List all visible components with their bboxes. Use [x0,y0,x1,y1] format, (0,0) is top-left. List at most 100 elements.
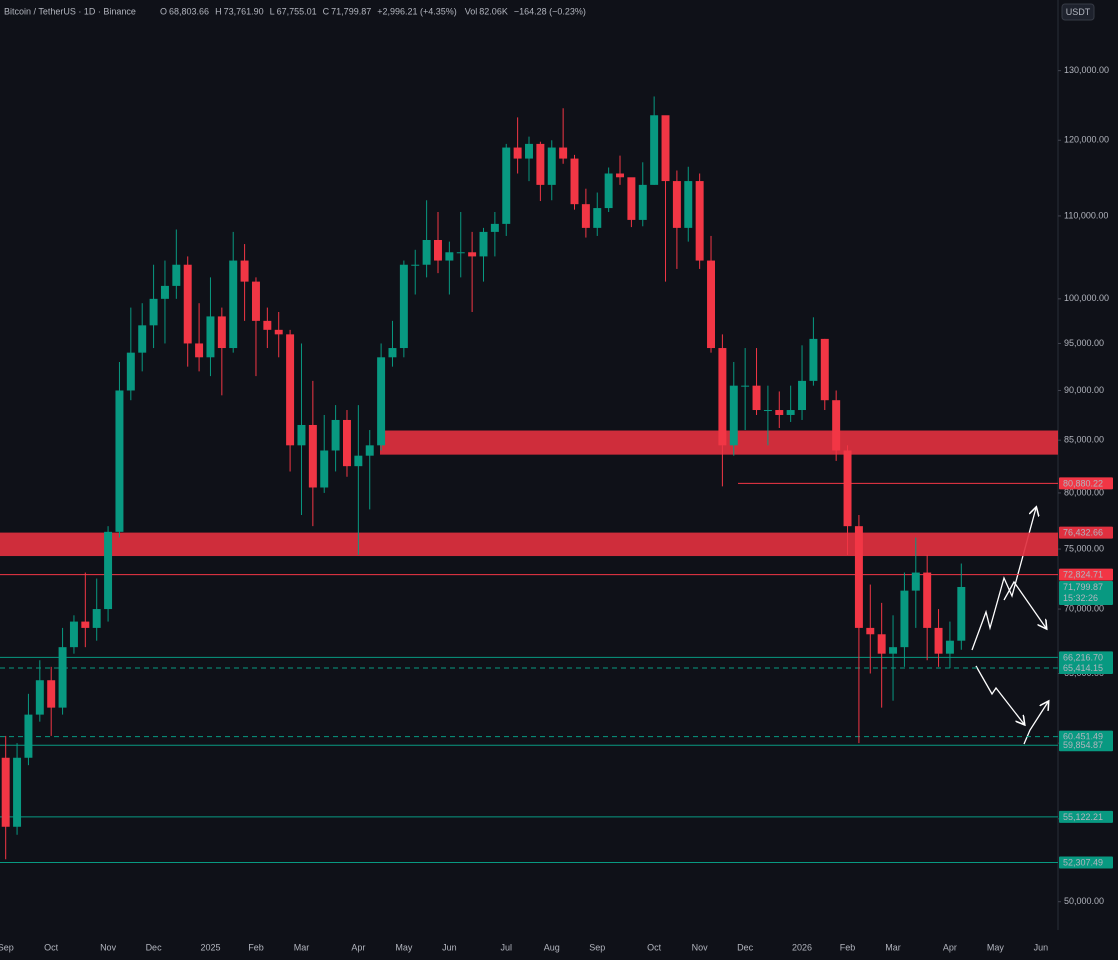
projection-arrows [971,508,1048,745]
candle-body [377,357,386,446]
candle-body [741,385,750,387]
candle-body [490,223,499,232]
x-tick-label: Apr [351,942,365,952]
candle-body [763,410,772,412]
candle-body [513,147,522,159]
candle-body [832,400,841,451]
level-price-badge: 52,307.49 [1063,857,1103,867]
x-tick-label: Feb [840,942,856,952]
candle-body [729,385,738,446]
x-tick-label: Dec [737,942,754,952]
x-tick-label: 2025 [200,942,220,952]
candle-body [638,184,647,220]
candle-body [445,252,454,261]
x-tick-label: Oct [44,942,59,952]
candle-body [263,320,272,330]
level-price-badge-bg [1059,856,1113,869]
x-tick-label: Sep [0,942,14,952]
level-price-badge: 66,216.70 [1063,652,1103,662]
currency-button[interactable]: USDT [1061,3,1095,21]
candle-body [866,627,875,635]
candle-body [911,572,920,591]
level-price-badge: 55,122.21 [1063,812,1103,822]
candle-body [581,204,590,228]
candle-body [536,143,545,185]
candle-body [251,281,260,321]
ohlc-key: H [215,6,222,16]
candle-body [399,264,408,349]
candle-body [149,298,158,326]
y-tick-label: 110,000.00 [1064,210,1108,220]
candle-body [160,285,169,299]
candle-body [297,424,306,446]
y-tick-label: 85,000.00 [1064,435,1104,445]
volume-value: 82.06K [479,6,508,16]
candle-body [616,173,624,178]
y-tick-label: 50,000.00 [1064,896,1104,906]
x-tick-label: Jul [500,942,512,952]
candle-body [843,450,852,527]
candle-body [707,260,716,349]
volume-change: −164.28 (−0.23%) [514,6,586,16]
candle-body [820,338,829,401]
y-tick-label: 120,000.00 [1064,135,1109,145]
candle-body [229,260,238,349]
candle-body [217,316,226,349]
candle-body [957,586,966,641]
candle-body [525,143,533,159]
y-tick-label: 130,000.00 [1064,65,1109,75]
candle-body [945,640,954,654]
candle-body [877,634,886,654]
level-price-badge: 59,854.87 [1063,740,1103,750]
level-price-badge: 80,880.22 [1063,478,1103,488]
candle-body [900,590,909,648]
candle-body [479,231,488,257]
x-tick-label: Jun [442,942,457,952]
x-tick-label: May [987,942,1005,952]
x-tick-label: Jun [1034,942,1049,952]
x-tick-label: Oct [647,942,662,952]
ohlc-value: 71,799.87 [331,6,371,16]
countdown-label: 15:32:26 [1063,593,1098,603]
candle-body [627,177,636,220]
last-price-label: 71,799.87 [1063,582,1103,592]
candle-body [138,325,147,353]
x-tick-label: Nov [692,942,709,952]
candle-body [650,115,659,185]
x-tick-label: Dec [146,942,163,952]
candle-body [308,424,317,488]
candle-body [422,239,431,265]
candle-body [593,208,602,228]
level-price-badge: 60,451.49 [1063,731,1103,741]
candle-body [126,352,135,391]
level-price-badge-bg [1059,661,1113,674]
bull-arrow [971,508,1036,651]
candle-body [365,445,374,456]
zone-price-badge-bg [1059,526,1113,539]
candle-body [331,419,340,451]
candle-body [786,410,795,415]
volume-key: Vol [465,6,478,16]
candle-body [570,158,579,205]
x-tick-label: Apr [943,942,957,952]
candle-body [718,348,727,446]
x-tick-label: Nov [100,942,117,952]
x-tick-label: Mar [885,942,901,952]
level-price-badge-bg [1059,651,1113,664]
candle-body [183,264,192,344]
candle-body [320,450,329,488]
header: Bitcoin / TetherUS · 1D · Binance O 68,80… [4,6,586,16]
ohlc-value: 68,803.66 [169,6,209,16]
candle-body [411,264,420,266]
candle-body [604,173,613,209]
currency-label[interactable]: USDT [1066,7,1091,17]
x-tick-label: Feb [248,942,264,952]
level-price-badge-bg [1059,568,1113,581]
candle-body [342,419,351,467]
resistance-zone [0,532,1058,557]
candle-body [115,390,124,532]
zone-price-badge: 76,432.66 [1063,527,1103,537]
candle-body [434,239,442,261]
